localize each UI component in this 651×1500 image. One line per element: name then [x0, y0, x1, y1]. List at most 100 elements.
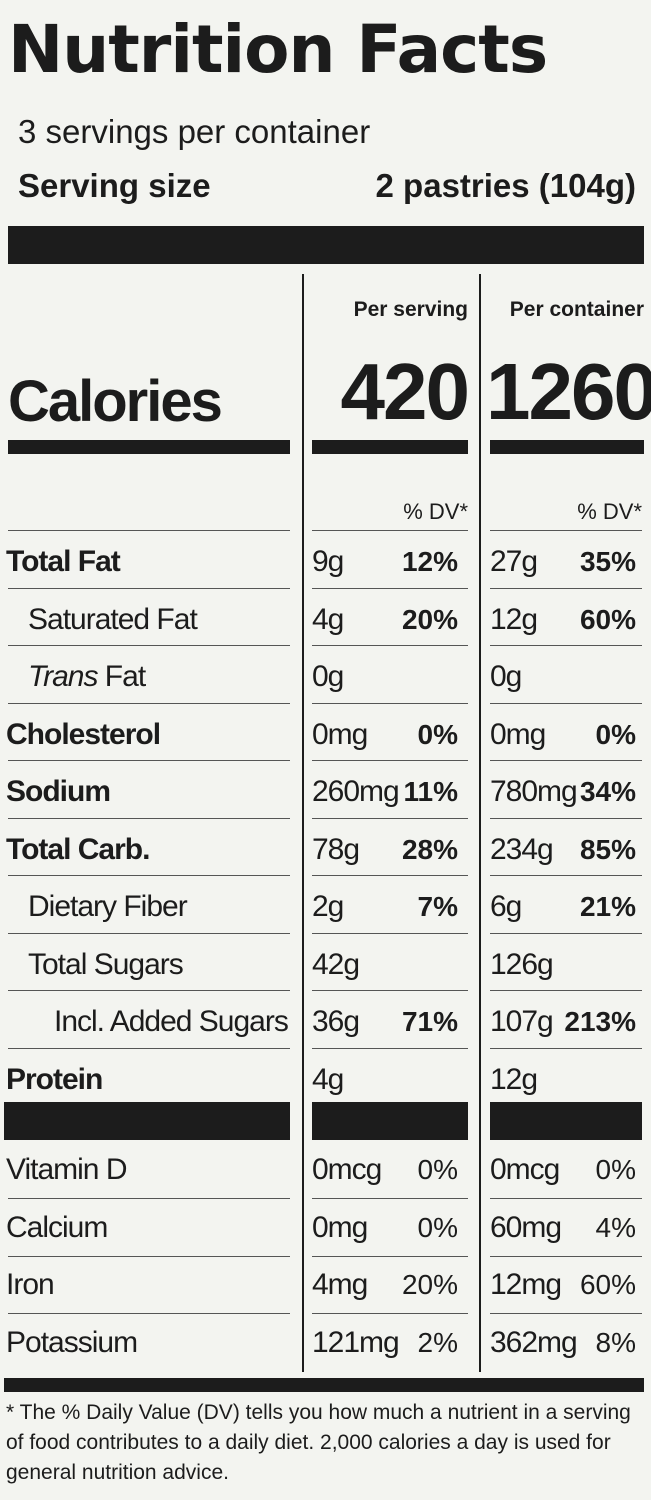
serving-dv: 28% — [401, 833, 458, 865]
serving-amount: 4g — [312, 1062, 344, 1096]
container-amount: 12g — [490, 602, 538, 636]
column-divider-left — [302, 274, 304, 1372]
nutrient-label: Total Fat — [6, 542, 121, 582]
container-amount: 6g — [490, 890, 522, 923]
row-divider-serving — [312, 645, 468, 646]
nutrient-label-text: Saturated Fat — [28, 602, 198, 636]
row-divider-label — [8, 933, 290, 934]
container-amount: 780mg — [490, 775, 578, 808]
container-amount: 362mg — [490, 1325, 578, 1359]
calories-label: Calories — [8, 369, 223, 434]
nutrient-label: Saturated Fat — [28, 600, 198, 640]
calories-bar-serving — [312, 440, 468, 454]
row-divider-container — [490, 645, 642, 646]
row-divider-label-header — [8, 530, 290, 531]
panel-title: Nutrition Facts — [8, 11, 548, 88]
calories-per-serving: 420 — [340, 347, 470, 436]
row-divider-serving — [312, 990, 468, 991]
container-amount: 27g — [490, 545, 538, 578]
row-divider-container — [490, 1048, 642, 1049]
container-dv: 35% — [579, 546, 636, 577]
row-divider-container — [490, 818, 642, 819]
nutrient-label: Sodium — [6, 772, 111, 812]
serving-amount: 78g — [312, 832, 360, 866]
nutrient-label-text: Fat — [97, 660, 146, 693]
container-amount: 12mg — [490, 1268, 562, 1301]
container-dv: 85% — [579, 833, 636, 865]
row-divider-container — [490, 875, 642, 876]
serving-size-value: 2 pastries (104g) — [375, 167, 636, 204]
nutrient-label: Vitamin D — [6, 1150, 127, 1190]
container-dv: 0% — [595, 718, 636, 750]
serving-dv: 20% — [401, 603, 458, 635]
nutrient-label: Cholesterol — [6, 715, 161, 755]
row-divider-serving-vitamin — [312, 1198, 468, 1199]
dv-header-container: % DV* — [577, 499, 642, 524]
serving-dv: 0% — [417, 1211, 458, 1243]
nutrient-label-text: Sodium — [6, 775, 111, 808]
nutrient-label-text: Total Fat — [6, 545, 121, 578]
row-divider-label-vitamin — [8, 1198, 290, 1199]
container-dv: 213% — [564, 1006, 636, 1037]
servings-per-container: 3 servings per container — [18, 113, 371, 150]
serving-amount: 4mg — [312, 1268, 368, 1301]
row-divider-serving — [312, 818, 468, 819]
vitamin-bar-serving — [312, 1102, 468, 1140]
serving-amount: 0g — [312, 660, 344, 693]
nutrient-label: Trans Fat — [28, 657, 146, 697]
serving-amount: 0mg — [312, 717, 368, 751]
row-divider-serving-vitamin — [312, 1313, 468, 1314]
container-amount: 107g — [490, 1005, 554, 1038]
per-container-header: Per container — [509, 298, 644, 321]
vitamin-bar-label — [4, 1102, 290, 1140]
container-amount: 126g — [490, 947, 554, 981]
container-dv: 60% — [579, 1269, 636, 1300]
row-divider-label — [8, 818, 290, 819]
calories-bar-container — [490, 440, 644, 454]
serving-dv: 2% — [417, 1326, 458, 1358]
container-dv: 0% — [595, 1154, 636, 1185]
nutrient-label: Incl. Added Sugars — [54, 1002, 289, 1042]
row-divider-label — [8, 875, 290, 876]
nutrient-label-text: Total Sugars — [28, 947, 184, 981]
row-divider-container — [490, 933, 642, 934]
serving-amount: 36g — [312, 1005, 360, 1038]
nutrient-label-text: Cholesterol — [6, 717, 161, 751]
serving-amount: 42g — [312, 947, 360, 981]
nutrient-label-text: Protein — [6, 1062, 103, 1096]
serving-amount: 0mg — [312, 1210, 368, 1244]
row-divider-label — [8, 1048, 290, 1049]
nutrient-label-text: Calcium — [6, 1210, 108, 1244]
nutrient-label: Dietary Fiber — [28, 887, 188, 927]
row-divider-label — [8, 703, 290, 704]
nutrient-label-text: Potassium — [6, 1325, 138, 1359]
row-divider-container-vitamin — [490, 1198, 642, 1199]
row-divider-serving — [312, 875, 468, 876]
row-divider-container — [490, 990, 642, 991]
serving-amount: 0mcg — [312, 1153, 382, 1186]
nutrient-label-text: Vitamin D — [6, 1153, 127, 1186]
container-dv: 8% — [595, 1326, 636, 1358]
serving-amount: 4g — [312, 602, 344, 636]
row-divider-serving — [312, 760, 468, 761]
nutrient-label-text: Total Carb. — [6, 832, 150, 866]
row-divider-container — [490, 703, 642, 704]
row-divider-label — [8, 990, 290, 991]
serving-dv: 11% — [403, 776, 459, 807]
vitamin-bar-container — [490, 1102, 642, 1140]
nutrient-label: Potassium — [6, 1323, 138, 1363]
nutrient-label: Calcium — [6, 1208, 108, 1248]
row-divider-container — [490, 760, 642, 761]
serving-amount: 260mg — [312, 775, 400, 808]
container-amount: 12g — [490, 1062, 538, 1096]
container-amount: 234g — [490, 832, 554, 866]
serving-size-label: Serving size — [18, 167, 211, 204]
nutrient-label: Protein — [6, 1060, 103, 1100]
row-divider-label-vitamin — [8, 1313, 290, 1314]
row-divider-serving — [312, 703, 468, 704]
nutrient-label-text: Incl. Added Sugars — [54, 1005, 289, 1038]
container-amount: 0g — [490, 660, 522, 693]
container-amount: 0mg — [490, 717, 546, 751]
row-divider-container — [490, 588, 642, 589]
row-divider-serving-vitamin — [312, 1256, 468, 1257]
